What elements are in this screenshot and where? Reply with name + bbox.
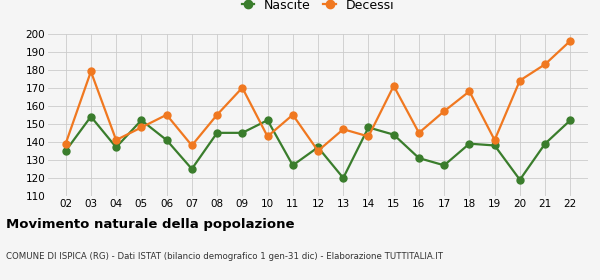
Nascite [415,157,422,160]
Decessi [365,135,372,138]
Decessi [390,84,397,88]
Nascite [264,118,271,122]
Nascite [188,167,196,171]
Nascite [163,138,170,142]
Legend: Nascite, Decessi: Nascite, Decessi [236,0,400,17]
Nascite [440,164,448,167]
Decessi [415,131,422,134]
Decessi [516,79,523,82]
Decessi [491,138,498,142]
Decessi [214,113,221,116]
Nascite [113,146,120,149]
Decessi [87,70,94,73]
Nascite [466,142,473,145]
Nascite [516,178,523,181]
Nascite [365,126,372,129]
Nascite [62,149,69,153]
Line: Nascite: Nascite [62,113,574,183]
Decessi [188,144,196,147]
Decessi [440,109,448,113]
Decessi [542,63,549,66]
Nascite [289,164,296,167]
Nascite [314,146,322,149]
Decessi [62,142,69,145]
Decessi [314,149,322,153]
Text: Movimento naturale della popolazione: Movimento naturale della popolazione [6,218,295,231]
Nascite [542,142,549,145]
Nascite [567,118,574,122]
Decessi [239,86,246,89]
Decessi [289,113,296,116]
Decessi [567,39,574,43]
Nascite [239,131,246,134]
Nascite [138,118,145,122]
Decessi [340,128,347,131]
Decessi [138,126,145,129]
Nascite [87,115,94,118]
Decessi [163,113,170,116]
Decessi [113,138,120,142]
Nascite [340,176,347,180]
Nascite [491,144,498,147]
Decessi [264,135,271,138]
Nascite [390,133,397,136]
Line: Decessi: Decessi [62,37,574,154]
Text: COMUNE DI ISPICA (RG) - Dati ISTAT (bilancio demografico 1 gen-31 dic) - Elabora: COMUNE DI ISPICA (RG) - Dati ISTAT (bila… [6,252,443,261]
Decessi [466,90,473,93]
Nascite [214,131,221,134]
